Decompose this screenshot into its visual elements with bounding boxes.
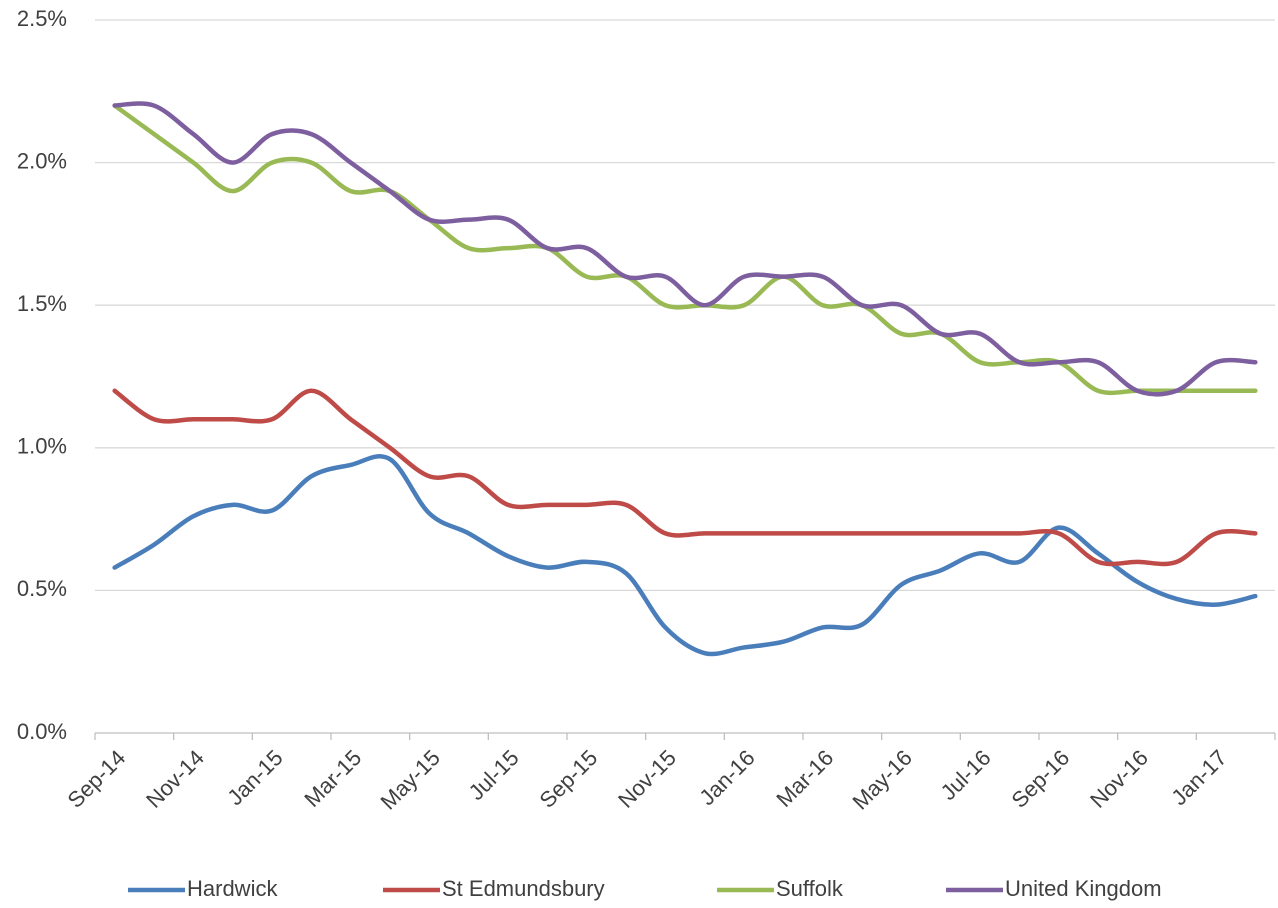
x-tick-label: Nov-16 [1085, 745, 1153, 813]
series-line [112, 101, 1258, 397]
series-line [112, 103, 1258, 396]
legend-label: United Kingdom [1005, 876, 1162, 901]
x-tick-label: Sep-14 [62, 745, 130, 813]
x-tick-label: Sep-15 [534, 745, 602, 813]
legend-label: St Edmundsbury [442, 876, 605, 901]
x-tick-label: Jan-15 [222, 745, 287, 810]
legend-label: Suffolk [776, 876, 844, 901]
x-tick-label: Mar-16 [771, 745, 838, 812]
x-tick-label: May-15 [375, 745, 445, 815]
y-tick-label: 0.5% [17, 576, 67, 601]
y-tick-label: 2.0% [17, 148, 67, 173]
x-tick-label: Jul-15 [464, 745, 524, 805]
x-tick-label: Mar-15 [299, 745, 366, 812]
x-tick-label: Jan-16 [694, 745, 759, 810]
y-tick-label: 1.5% [17, 291, 67, 316]
x-tick-label: Nov-15 [613, 745, 681, 813]
x-tick-label: Jan-17 [1166, 745, 1231, 810]
x-tick-label: Nov-14 [141, 745, 209, 813]
x-tick-label: Jul-16 [936, 745, 996, 805]
series-line [112, 454, 1258, 657]
y-tick-label: 1.0% [17, 434, 67, 459]
legend-label: Hardwick [187, 876, 278, 901]
x-tick-label: May-16 [847, 745, 917, 815]
y-tick-label: 2.5% [17, 6, 67, 31]
series-line [112, 388, 1258, 567]
y-tick-label: 0.0% [17, 719, 67, 744]
x-tick-label: Sep-16 [1006, 745, 1074, 813]
